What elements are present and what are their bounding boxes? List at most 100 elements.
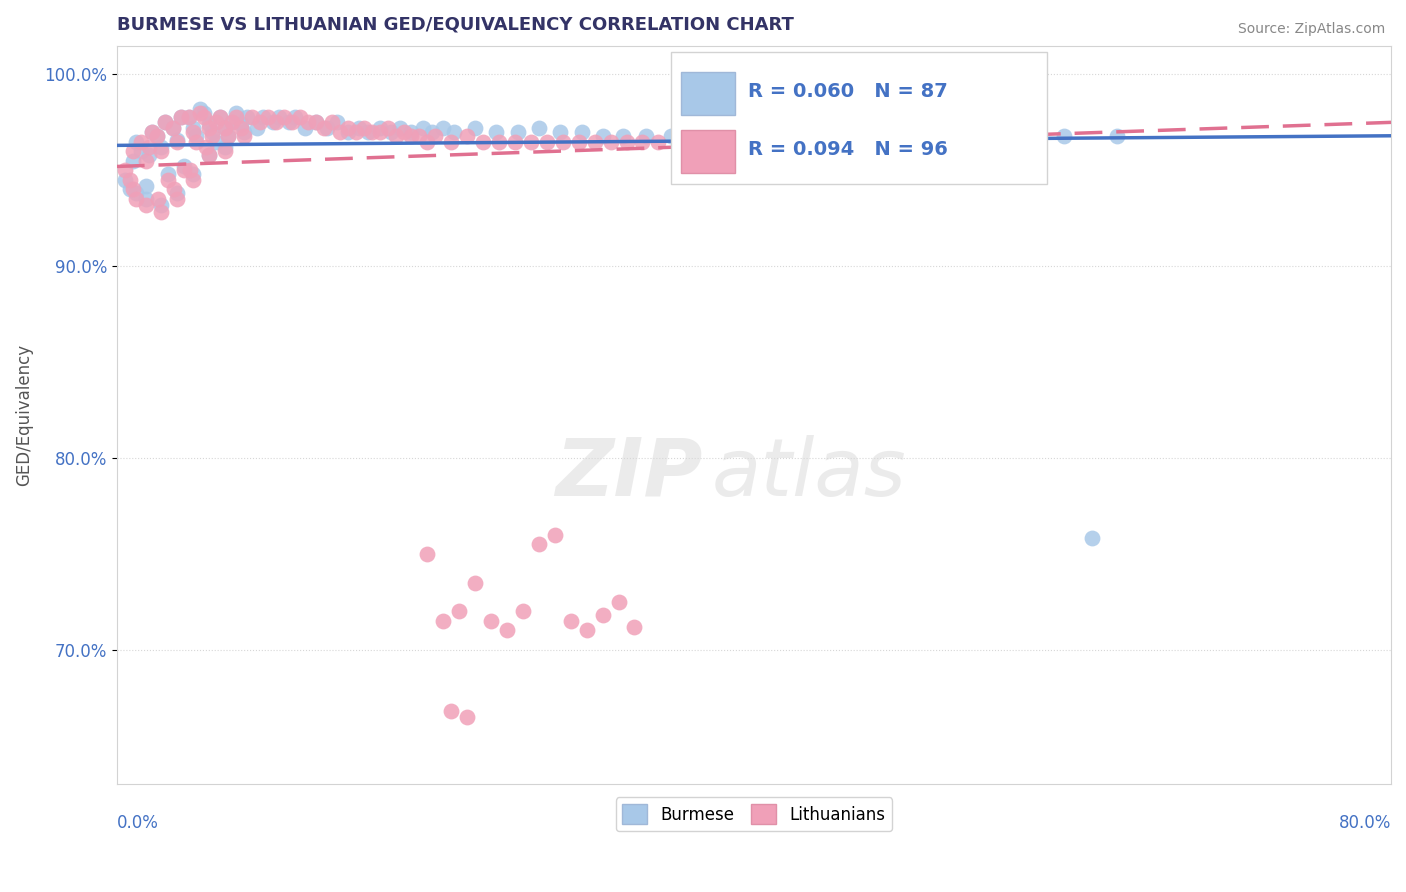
Point [508, 125, 530, 139]
Point [464, 575, 486, 590]
Point [634, 128, 657, 143]
Point [209, 110, 232, 124]
Point [659, 128, 682, 143]
Point [568, 135, 591, 149]
Point [138, 148, 160, 162]
Point [145, 128, 167, 143]
Point [246, 121, 269, 136]
Point [148, 192, 170, 206]
Point [125, 192, 148, 206]
Y-axis label: GED/Equivalency: GED/Equivalency [15, 343, 32, 486]
Point [153, 115, 176, 129]
Point [214, 140, 236, 154]
Point [173, 163, 195, 178]
Point [173, 160, 195, 174]
Point [186, 128, 208, 143]
Point [188, 102, 211, 116]
Point [336, 125, 359, 139]
Point [125, 135, 148, 149]
Point [249, 115, 271, 129]
Point [432, 614, 454, 628]
Point [181, 167, 204, 181]
Point [141, 125, 163, 139]
Point [193, 105, 215, 120]
Point [360, 125, 382, 139]
Point [129, 144, 152, 158]
Point [440, 704, 463, 718]
Point [623, 619, 645, 633]
Point [389, 121, 412, 136]
Point [440, 135, 463, 149]
Point [204, 135, 226, 149]
Point [134, 178, 156, 193]
Point [707, 128, 730, 143]
Point [401, 128, 423, 143]
Point [209, 110, 232, 124]
Point [592, 128, 614, 143]
Point [305, 115, 328, 129]
Point [408, 128, 430, 143]
Point [138, 140, 160, 154]
Point [647, 135, 669, 149]
Point [682, 128, 704, 143]
Point [384, 128, 406, 143]
Point [496, 624, 519, 638]
Point [520, 135, 543, 149]
Point [479, 614, 502, 628]
Point [150, 198, 173, 212]
Text: 0.0%: 0.0% [117, 814, 159, 832]
Point [353, 121, 375, 136]
Point [368, 121, 391, 136]
Point [214, 144, 236, 158]
Point [150, 140, 173, 154]
Point [544, 527, 567, 541]
Point [503, 135, 526, 149]
Point [118, 182, 141, 196]
Point [599, 135, 621, 149]
Point [153, 115, 176, 129]
Point [181, 125, 204, 139]
Point [229, 121, 252, 136]
Point [125, 186, 148, 201]
Point [156, 173, 179, 187]
Point [221, 115, 243, 129]
Point [527, 121, 550, 136]
Point [456, 128, 478, 143]
Point [336, 121, 359, 136]
Point [217, 128, 239, 143]
Point [273, 110, 295, 124]
Point [188, 105, 211, 120]
Point [284, 110, 307, 124]
Point [862, 128, 884, 143]
Point [416, 135, 439, 149]
Point [134, 153, 156, 168]
Point [121, 182, 143, 196]
Point [347, 121, 370, 136]
Point [485, 125, 508, 139]
Point [357, 125, 380, 139]
Point [177, 110, 200, 124]
Point [198, 121, 221, 136]
Point [214, 121, 236, 136]
Point [262, 115, 284, 129]
Point [560, 614, 582, 628]
Point [783, 128, 806, 143]
Point [221, 115, 243, 129]
FancyBboxPatch shape [682, 130, 735, 173]
Point [166, 192, 188, 206]
Point [616, 135, 638, 149]
Point [344, 125, 367, 139]
Point [169, 110, 191, 124]
Point [198, 117, 221, 131]
Point [252, 110, 274, 124]
Point [134, 192, 156, 206]
Point [225, 105, 247, 120]
Point [425, 128, 447, 143]
Point [166, 186, 188, 201]
Point [156, 167, 179, 181]
Point [257, 110, 280, 124]
Point [889, 128, 911, 143]
Point [321, 115, 343, 129]
Point [181, 173, 204, 187]
Point [915, 128, 938, 143]
